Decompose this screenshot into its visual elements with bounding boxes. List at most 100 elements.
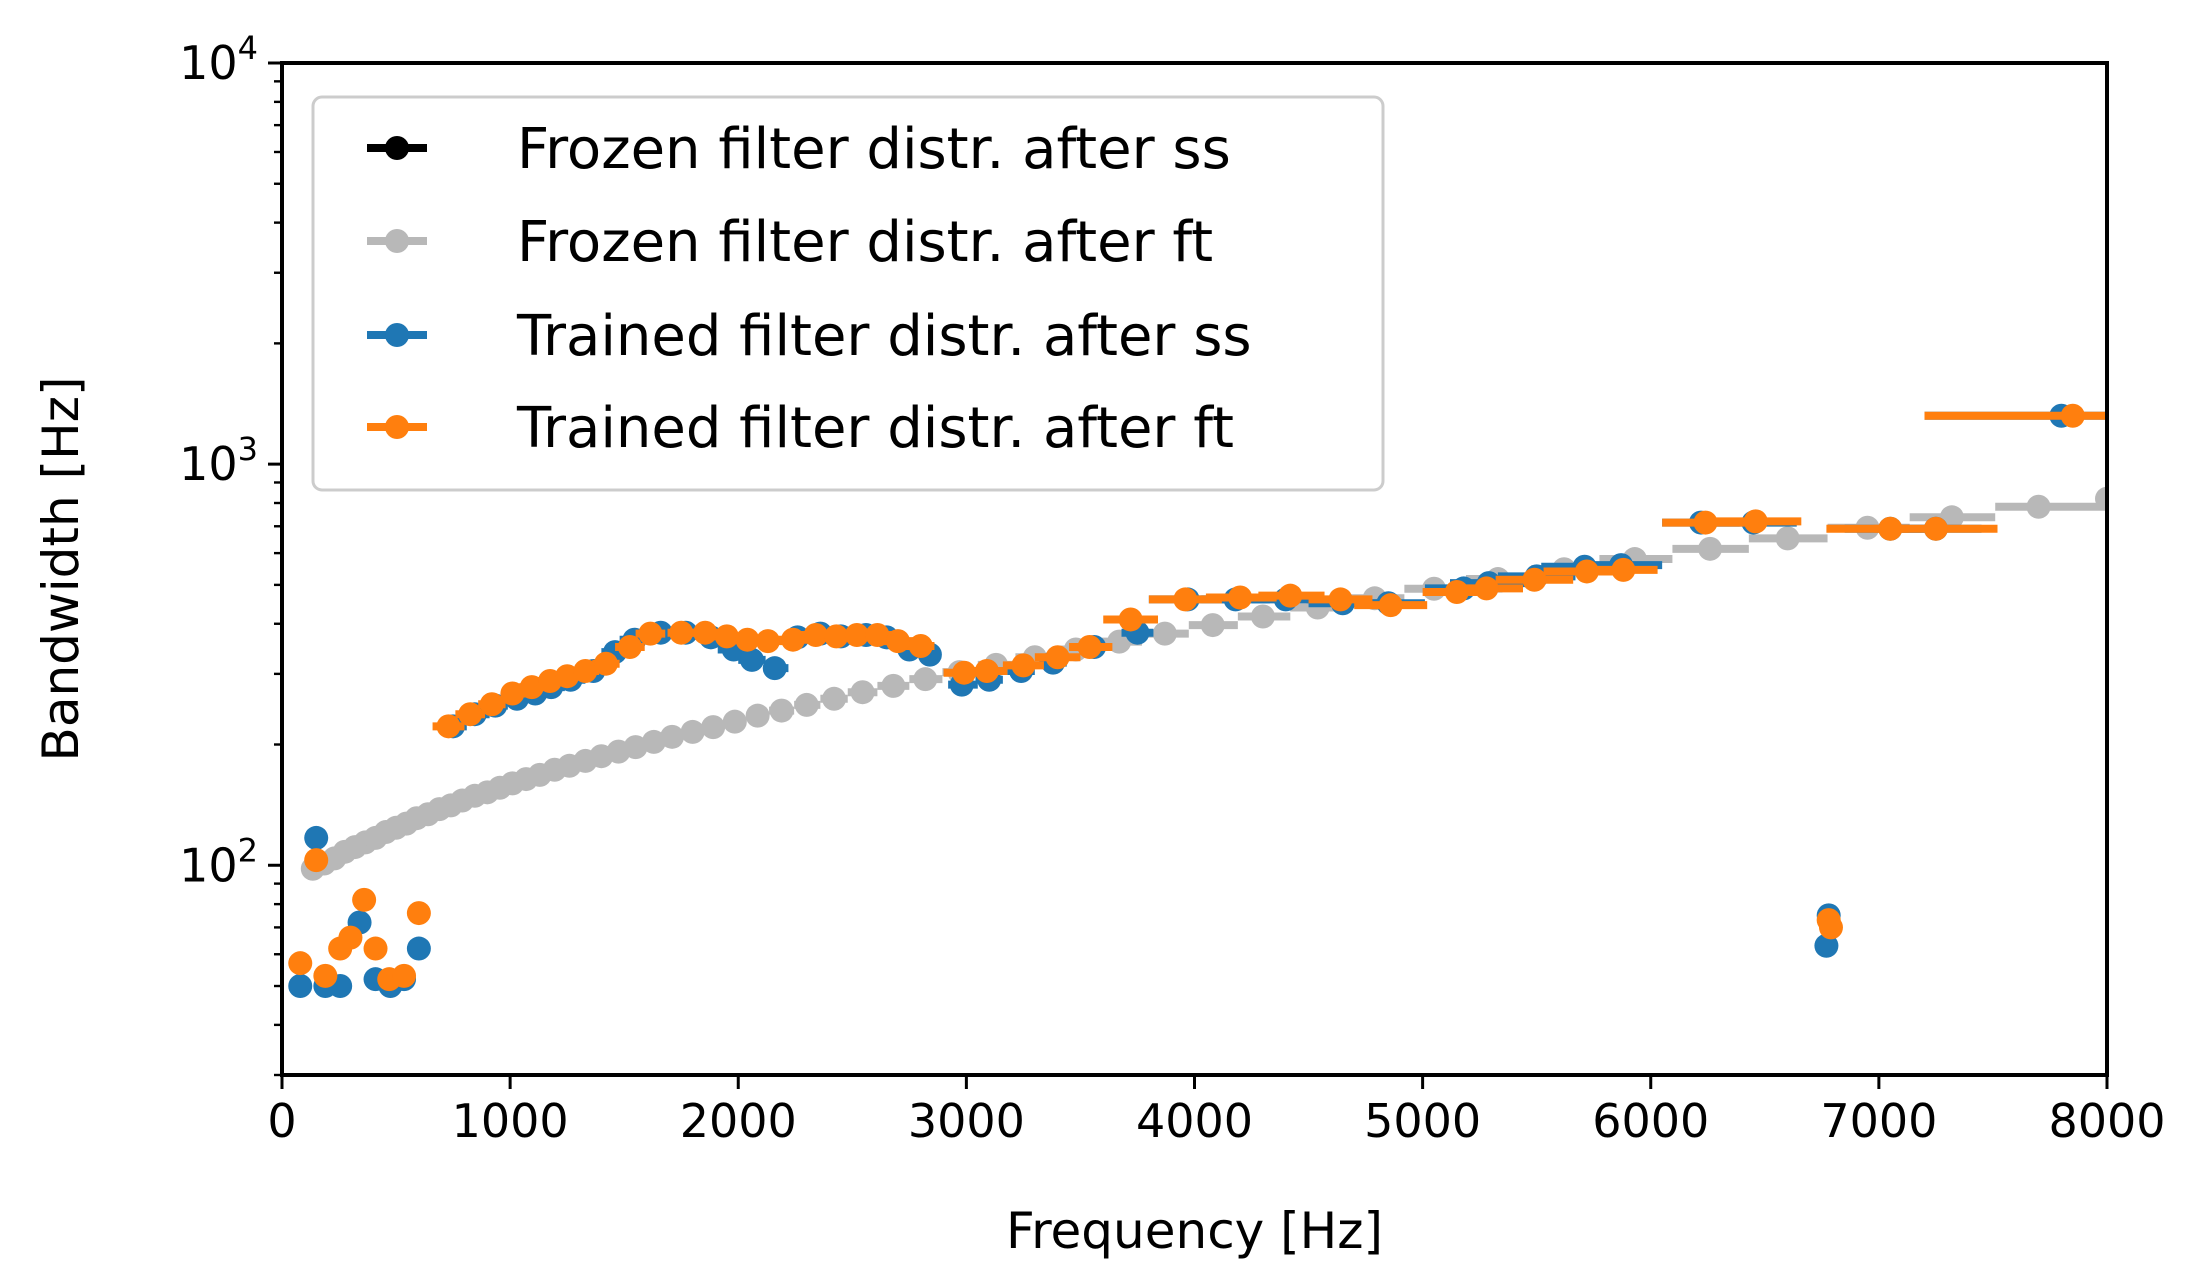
series-2-point xyxy=(701,715,726,740)
series-4-point xyxy=(573,658,598,683)
legend-entry: Frozen filter distr. after ss xyxy=(367,117,1231,182)
legend-entry: Frozen filter distr. after ft xyxy=(367,210,1213,275)
legend-entry: Trained filter distr. after ft xyxy=(367,396,1234,461)
series-4-point xyxy=(693,620,718,645)
y-axis-label: Bandwidth [Hz] xyxy=(32,377,90,762)
x-tick-label: 8000 xyxy=(2048,1094,2165,1148)
series-4-point xyxy=(479,692,504,717)
series-4-point xyxy=(519,675,544,700)
legend-entry: Trained filter distr. after ss xyxy=(367,304,1252,369)
series-4-point xyxy=(755,629,780,654)
series-4-point xyxy=(363,936,388,961)
series-2-point xyxy=(913,667,938,692)
series-2-point xyxy=(1200,613,1225,638)
y-tick-label: 103 xyxy=(179,430,258,491)
series-2-point xyxy=(1250,604,1275,629)
series-4-point xyxy=(865,622,890,647)
series-4-point xyxy=(313,963,338,988)
series-2-point xyxy=(1775,526,1800,551)
series-2-point xyxy=(1152,621,1177,646)
legend-label: Frozen filter distr. after ss xyxy=(517,117,1231,182)
series-3 xyxy=(288,403,2107,999)
legend: Frozen filter distr. after ss Frozen filt… xyxy=(311,95,1385,492)
series-4-point xyxy=(1818,915,1843,940)
series-2-point xyxy=(660,724,685,749)
x-tick-label: 3000 xyxy=(908,1094,1025,1148)
axes: 0 1000 2000 3000 4000 5000 6000 7000 8000 102 103 1… xyxy=(179,29,2165,1148)
series-2-point xyxy=(850,680,875,705)
x-axis-label: Frequency [Hz] xyxy=(1006,1202,1383,1260)
legend-marker xyxy=(385,136,409,160)
series-4-point xyxy=(2060,403,2085,428)
x-tick-label: 0 xyxy=(267,1094,296,1148)
series-4-point xyxy=(500,681,525,706)
series-2-point xyxy=(2026,494,2051,519)
x-tick-label: 7000 xyxy=(1820,1094,1937,1148)
series-3-point xyxy=(304,825,329,850)
series-4-point xyxy=(1045,645,1070,670)
series-4-point xyxy=(1278,583,1303,608)
series-4-point xyxy=(1693,510,1718,535)
legend-marker xyxy=(385,415,409,439)
series-2-point xyxy=(641,729,666,754)
legend-marker xyxy=(385,229,409,253)
x-tick-label: 5000 xyxy=(1364,1094,1481,1148)
series-4-point xyxy=(288,951,313,976)
series-2-point xyxy=(794,692,819,717)
x-tick-label: 4000 xyxy=(1136,1094,1253,1148)
series-4-point xyxy=(1474,576,1499,601)
series-4-point xyxy=(304,848,329,873)
series-4-point xyxy=(638,621,663,646)
series-4-point xyxy=(824,624,849,649)
x-tick-label: 2000 xyxy=(680,1094,797,1148)
series-4-point xyxy=(669,620,694,645)
series-4-point xyxy=(1923,516,1948,541)
series-2-point xyxy=(722,709,747,734)
series-4-point xyxy=(885,629,910,654)
plot-area xyxy=(288,403,2107,999)
series-2-point xyxy=(745,703,770,728)
series-4-point xyxy=(1118,607,1143,632)
legend-marker xyxy=(385,323,409,347)
series-4-point xyxy=(617,635,642,660)
series-4-point xyxy=(593,651,618,676)
series-4-point xyxy=(1011,653,1036,678)
series-4-point xyxy=(406,901,431,926)
series-2-point xyxy=(2095,486,2107,511)
series-4-point xyxy=(908,634,933,659)
series-4-point xyxy=(844,622,869,647)
legend-label: Trained filter distr. after ft xyxy=(516,396,1234,461)
legend-box xyxy=(311,95,1385,492)
legend-label: Trained filter distr. after ss xyxy=(516,304,1252,369)
series-4-point xyxy=(1378,593,1403,618)
series-2-point xyxy=(822,686,847,711)
series-4-point xyxy=(1328,587,1353,612)
series-4-point xyxy=(1444,579,1469,604)
series-4-point xyxy=(1522,567,1547,592)
series-4-point xyxy=(1228,585,1253,610)
series-4 xyxy=(288,403,2107,992)
series-4-point xyxy=(781,627,805,652)
series-4-point xyxy=(1574,559,1599,584)
series-4-point xyxy=(338,925,363,950)
series-3-point xyxy=(762,656,787,681)
series-4-point xyxy=(1743,509,1768,534)
series-4-point xyxy=(1173,587,1198,612)
series-4-point xyxy=(803,622,828,647)
series-4-point xyxy=(458,702,483,727)
series-4-point xyxy=(974,658,999,683)
series-3-point xyxy=(1814,933,1839,958)
series-4-point xyxy=(352,887,377,912)
series-4-point xyxy=(555,664,580,689)
series-2-point xyxy=(881,673,906,698)
series-2-point xyxy=(680,719,705,744)
series-4-point xyxy=(1077,635,1102,660)
series-4-point xyxy=(436,714,461,739)
series-4-point xyxy=(735,627,760,652)
series-4-point xyxy=(714,624,739,649)
x-tick-label: 1000 xyxy=(452,1094,569,1148)
series-2-point xyxy=(769,698,794,723)
series-4-point xyxy=(1611,557,1636,582)
series-4-point xyxy=(952,660,977,685)
